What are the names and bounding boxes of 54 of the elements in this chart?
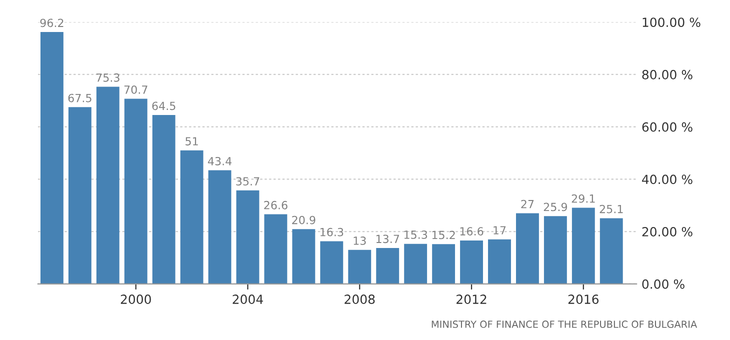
x-tick-label: 2000 <box>120 294 151 304</box>
bar <box>124 98 148 284</box>
bar <box>460 240 483 284</box>
bar <box>180 150 204 284</box>
data-label: 17 <box>494 226 506 234</box>
data-label: 13.7 <box>376 234 400 244</box>
bar <box>292 229 316 284</box>
text: MINISTRY OF FINANCE OF THE REPUBLIC OF BULGARIA <box>432 320 698 328</box>
x-tick-label: 2004 <box>232 294 263 304</box>
data-label: 25.9 <box>544 202 568 212</box>
data-label: 67.5 <box>68 94 92 102</box>
bar <box>68 107 92 284</box>
bar <box>320 241 344 284</box>
data-label: 75.3 <box>96 73 120 82</box>
data-label: 35.7 <box>236 177 260 186</box>
bar <box>544 216 567 284</box>
y-tick-label: 20.00 % <box>642 227 692 236</box>
data-label: 13 <box>354 236 366 245</box>
data-label: 29.1 <box>572 194 595 203</box>
data-label: 96.2 <box>40 18 64 28</box>
data-label: 15.2 <box>432 230 455 240</box>
bar <box>600 218 623 284</box>
data-label: 64.5 <box>152 102 176 110</box>
x-tick-label: 2008 <box>344 294 375 304</box>
bar <box>40 32 64 284</box>
data-label: 15.3 <box>404 230 428 239</box>
bar <box>516 213 539 284</box>
data-label: 51 <box>186 137 198 146</box>
x-tick-label: 2016 <box>568 294 599 304</box>
bar <box>152 115 176 284</box>
bar <box>208 170 232 284</box>
bar <box>96 86 120 284</box>
data-label: 70.7 <box>124 85 148 94</box>
bar <box>404 244 428 284</box>
data-label: 16.3 <box>320 228 344 236</box>
bar <box>264 214 288 284</box>
data-label: 25.1 <box>600 204 623 214</box>
bar <box>348 250 372 284</box>
data-label: 16.6 <box>460 227 484 236</box>
data-label: 20.9 <box>292 216 316 224</box>
y-tick-label: 40.00 % <box>642 174 692 184</box>
bar <box>376 248 400 284</box>
y-tick-label: 100.00 % <box>642 18 700 28</box>
data-label: 43.4 <box>208 156 232 166</box>
x-tick-label: 2012 <box>456 294 486 304</box>
bar <box>432 244 456 284</box>
data-label: 27 <box>521 200 534 208</box>
bar <box>572 208 595 284</box>
data-label: 26.6 <box>264 200 288 210</box>
y-tick-label: 80.00 % <box>642 70 692 80</box>
y-tick-label: 0.00 % <box>642 279 684 289</box>
bar <box>236 190 260 284</box>
bar <box>488 239 511 284</box>
y-tick-label: 60.00 % <box>642 122 692 132</box>
